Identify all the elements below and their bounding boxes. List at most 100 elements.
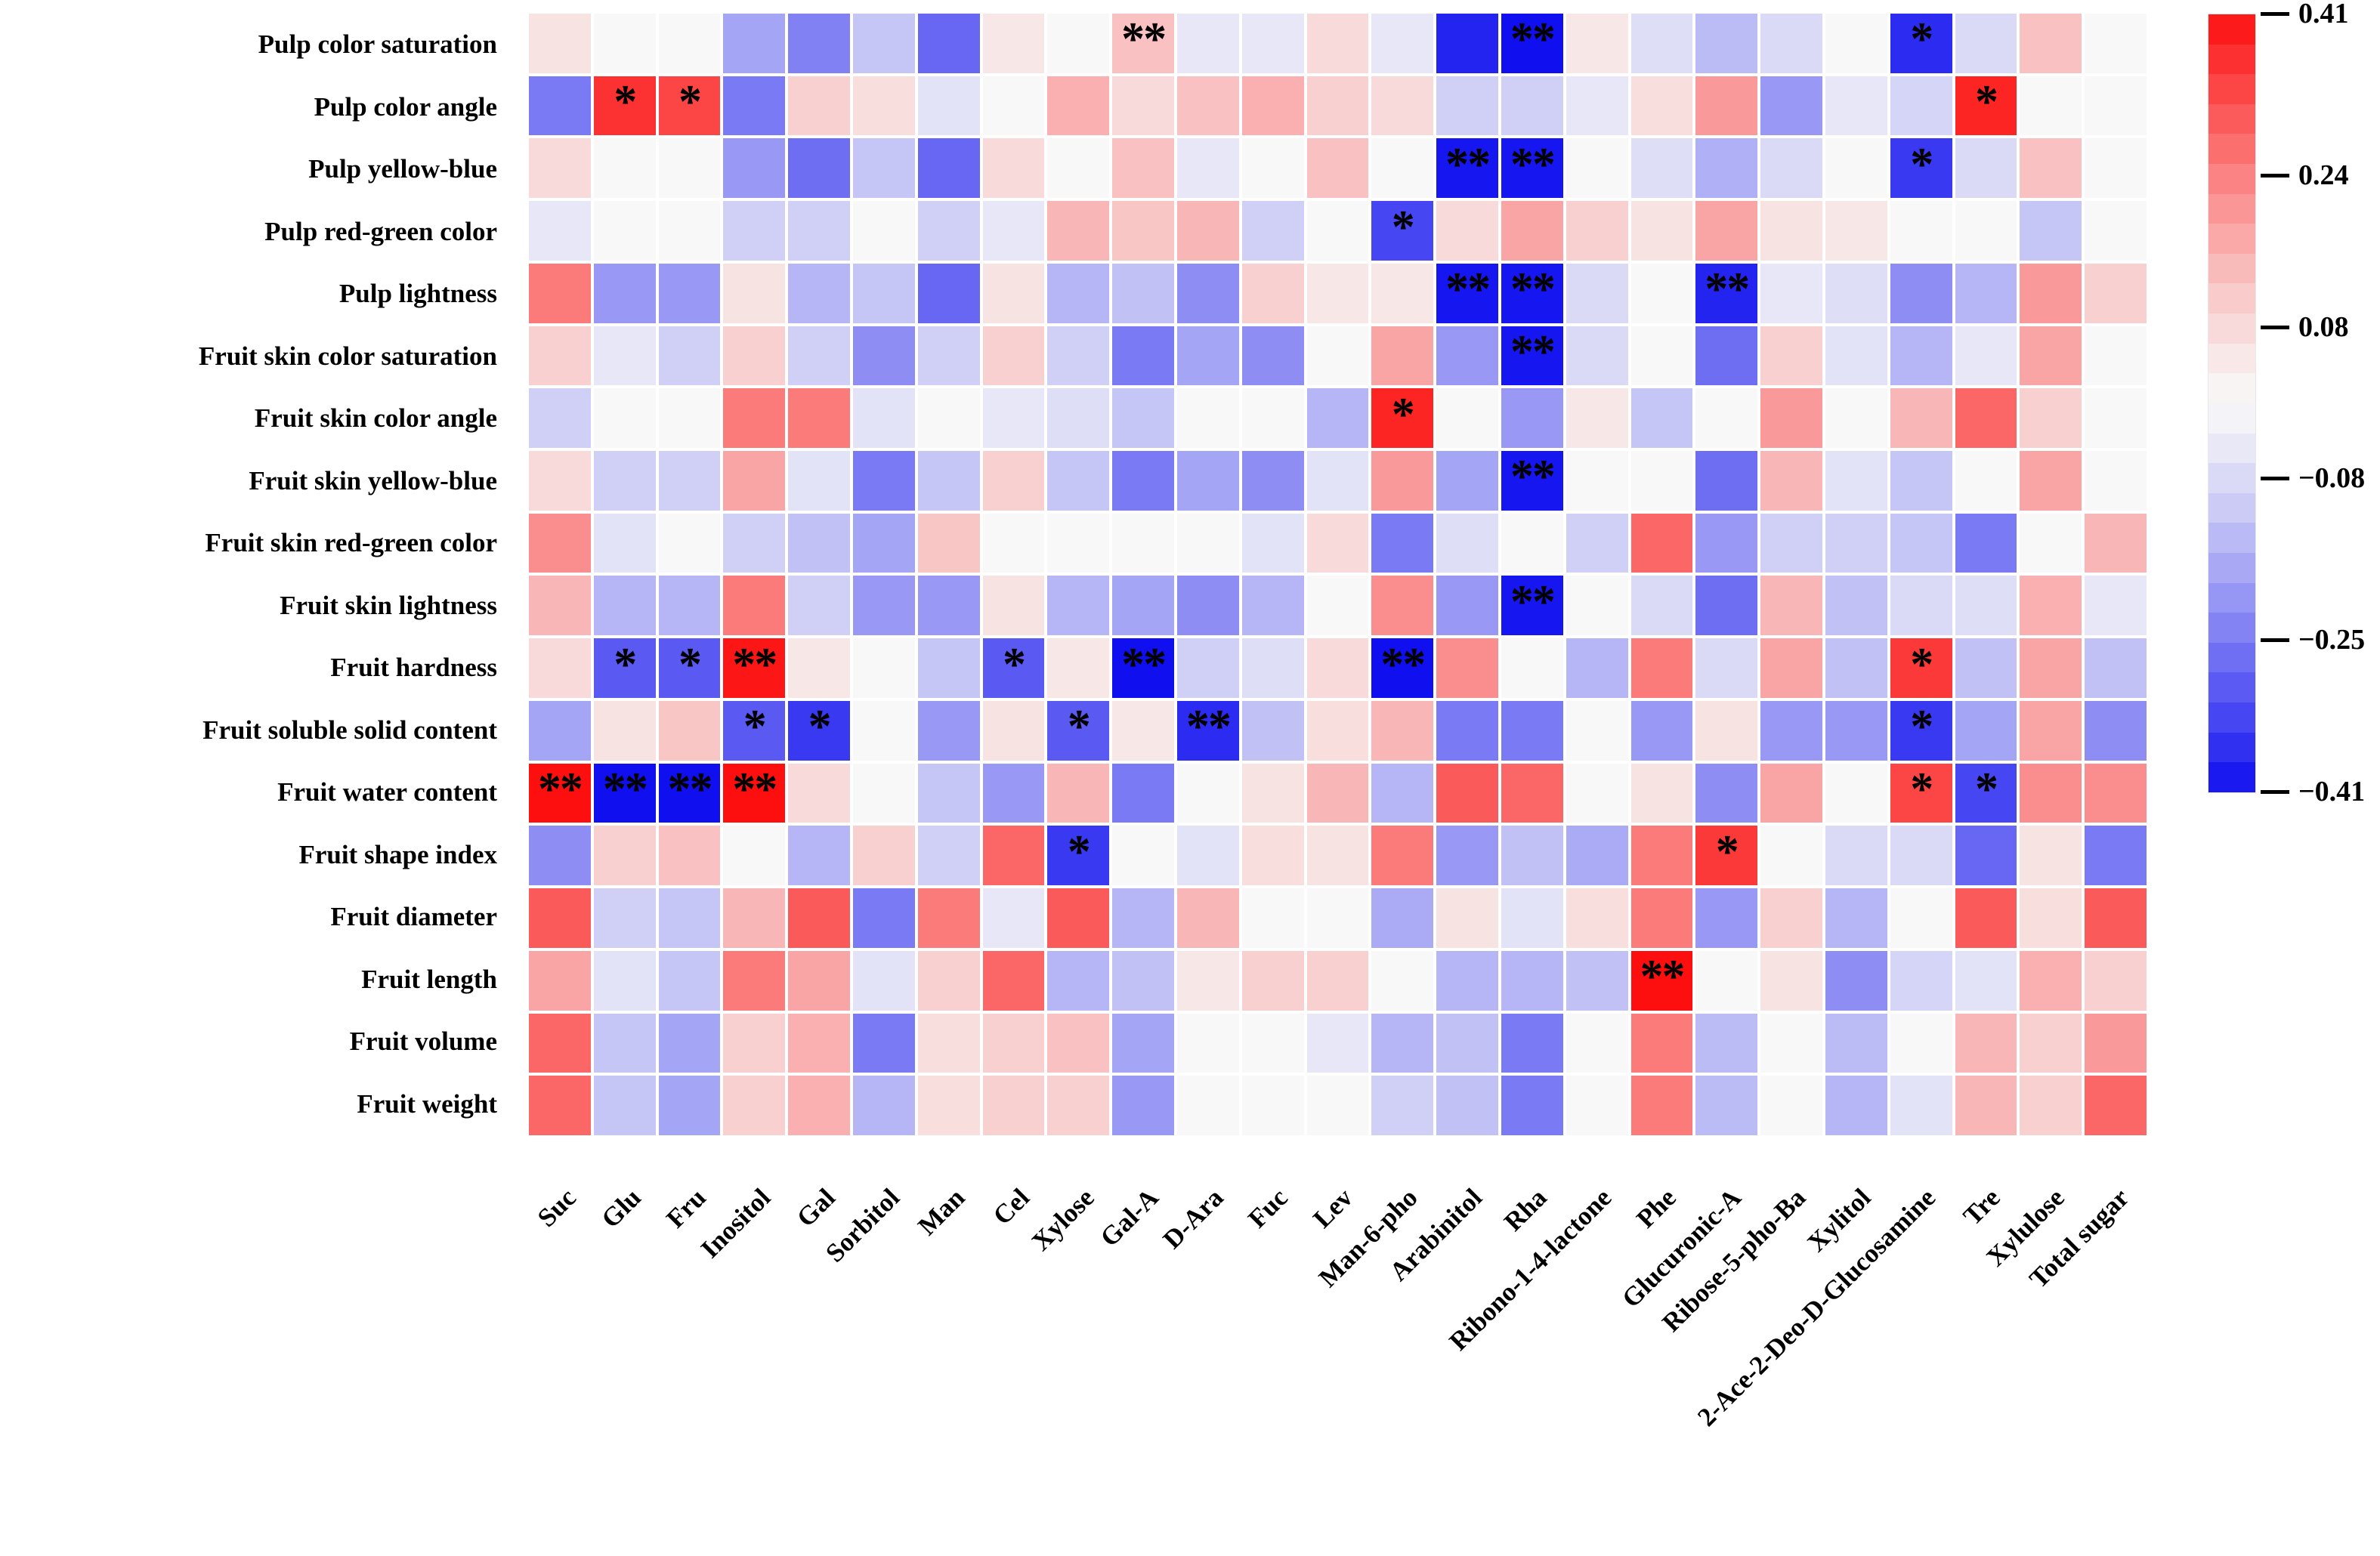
heatmap-cell	[2020, 1076, 2082, 1135]
heatmap-cell	[529, 263, 591, 323]
colorbar	[2208, 14, 2256, 793]
heatmap-cell	[1047, 263, 1110, 323]
heatmap-cell	[1630, 76, 1693, 136]
heatmap-cell: **	[723, 763, 786, 823]
heatmap-cell	[788, 638, 850, 698]
heatmap-cell	[1501, 763, 1563, 823]
heatmap-cell	[788, 263, 850, 323]
heatmap-cell	[1695, 1076, 1758, 1135]
significance-marker: *	[1910, 638, 1933, 690]
heatmap-cell	[1825, 76, 1887, 136]
heatmap-cell	[1825, 826, 1887, 886]
heatmap-cell	[853, 326, 915, 386]
row-label: Fruit diameter	[330, 902, 497, 932]
heatmap-cell	[2085, 888, 2147, 948]
heatmap-cell	[1501, 513, 1563, 573]
heatmap-cell	[723, 263, 786, 323]
heatmap-cell	[1047, 138, 1110, 199]
heatmap-cell	[1695, 638, 1758, 698]
heatmap-cell	[2085, 1076, 2147, 1135]
col-label: Glucuronic-A	[1615, 1182, 1747, 1314]
heatmap-cell	[1955, 700, 2017, 761]
heatmap-cell	[1306, 638, 1369, 698]
heatmap-cell	[1890, 263, 1952, 323]
heatmap-cell	[1566, 1076, 1628, 1135]
heatmap-cell: *	[593, 76, 656, 136]
heatmap-cell	[1695, 763, 1758, 823]
heatmap-cell	[2085, 326, 2147, 386]
heatmap-cell: *	[1955, 76, 2017, 136]
heatmap-cell	[1047, 763, 1110, 823]
heatmap-cell	[1501, 700, 1563, 761]
significance-marker: *	[1974, 76, 1998, 128]
heatmap-cell	[529, 201, 591, 261]
significance-marker: *	[1067, 701, 1091, 753]
heatmap-cell	[917, 263, 980, 323]
heatmap-cell	[1436, 76, 1498, 136]
heatmap-cell	[1436, 1076, 1498, 1135]
col-label: Xylulose	[1980, 1182, 2070, 1273]
heatmap-cell: *	[1890, 638, 1952, 698]
heatmap-cell	[1112, 700, 1174, 761]
heatmap-cell	[1047, 576, 1110, 636]
heatmap-cell	[529, 826, 591, 886]
heatmap-cell	[2020, 14, 2082, 73]
heatmap-cell	[593, 451, 656, 511]
heatmap-cell	[723, 1076, 786, 1135]
significance-marker: **	[1705, 264, 1750, 316]
heatmap-cell	[1241, 513, 1304, 573]
heatmap-cell	[982, 1076, 1045, 1135]
heatmap-cell	[1306, 138, 1369, 199]
heatmap-cell	[1630, 201, 1693, 261]
colorbar-tick-label: −0.25	[2298, 624, 2366, 656]
colorbar-band	[2208, 552, 2255, 583]
heatmap-cell: **	[723, 638, 786, 698]
heatmap-cell	[1306, 201, 1369, 261]
heatmap-cell	[1306, 1076, 1369, 1135]
significance-marker: **	[667, 764, 712, 816]
heatmap-cell	[982, 76, 1045, 136]
heatmap-cell	[1760, 950, 1822, 1011]
heatmap-cell	[1371, 263, 1434, 323]
heatmap-cell	[1760, 700, 1822, 761]
heatmap-grid: ** ** * * * * ** ** * * ** ** ** ** * ** ** * * ** * ** ** * * * *…	[529, 14, 2147, 1135]
heatmap-cell	[1501, 1013, 1563, 1073]
colorbar-band	[2208, 193, 2255, 224]
heatmap-cell	[1630, 451, 1693, 511]
colorbar-tick-label: 0.41	[2298, 0, 2349, 29]
heatmap-cell	[1177, 201, 1239, 261]
col-label: Xylitol	[1800, 1182, 1877, 1258]
significance-marker: *	[1002, 638, 1026, 690]
heatmap-cell	[2085, 513, 2147, 573]
heatmap-cell	[1955, 1013, 2017, 1073]
heatmap-cell	[1695, 201, 1758, 261]
heatmap-cell: **	[1501, 138, 1563, 199]
colorbar-tick	[2261, 325, 2289, 329]
col-label: Gal	[790, 1182, 841, 1233]
heatmap-cell	[658, 1013, 721, 1073]
heatmap-cell	[529, 638, 591, 698]
col-label: Cel	[987, 1182, 1035, 1231]
heatmap-cell	[529, 950, 591, 1011]
heatmap-cell	[1177, 888, 1239, 948]
heatmap-cell	[593, 263, 656, 323]
heatmap-cell	[1177, 826, 1239, 886]
heatmap-cell	[1436, 388, 1498, 449]
col-label: D-Ara	[1157, 1182, 1229, 1255]
heatmap-cell	[1630, 14, 1693, 73]
heatmap-cell	[1695, 888, 1758, 948]
heatmap-cell	[1566, 1013, 1628, 1073]
heatmap-cell	[1825, 451, 1887, 511]
colorbar-band	[2208, 642, 2255, 673]
col-label: Tre	[1957, 1182, 2006, 1231]
row-label: Fruit volume	[349, 1027, 497, 1057]
heatmap-cell	[723, 888, 786, 948]
col-label: Lev	[1307, 1182, 1358, 1234]
heatmap-cell	[1112, 263, 1174, 323]
colorbar-band	[2208, 702, 2255, 733]
heatmap-cell	[529, 700, 591, 761]
heatmap-cell	[723, 138, 786, 199]
heatmap-cell	[1825, 638, 1887, 698]
col-label: Man-6-pho	[1312, 1182, 1423, 1293]
heatmap-cell	[1695, 14, 1758, 73]
